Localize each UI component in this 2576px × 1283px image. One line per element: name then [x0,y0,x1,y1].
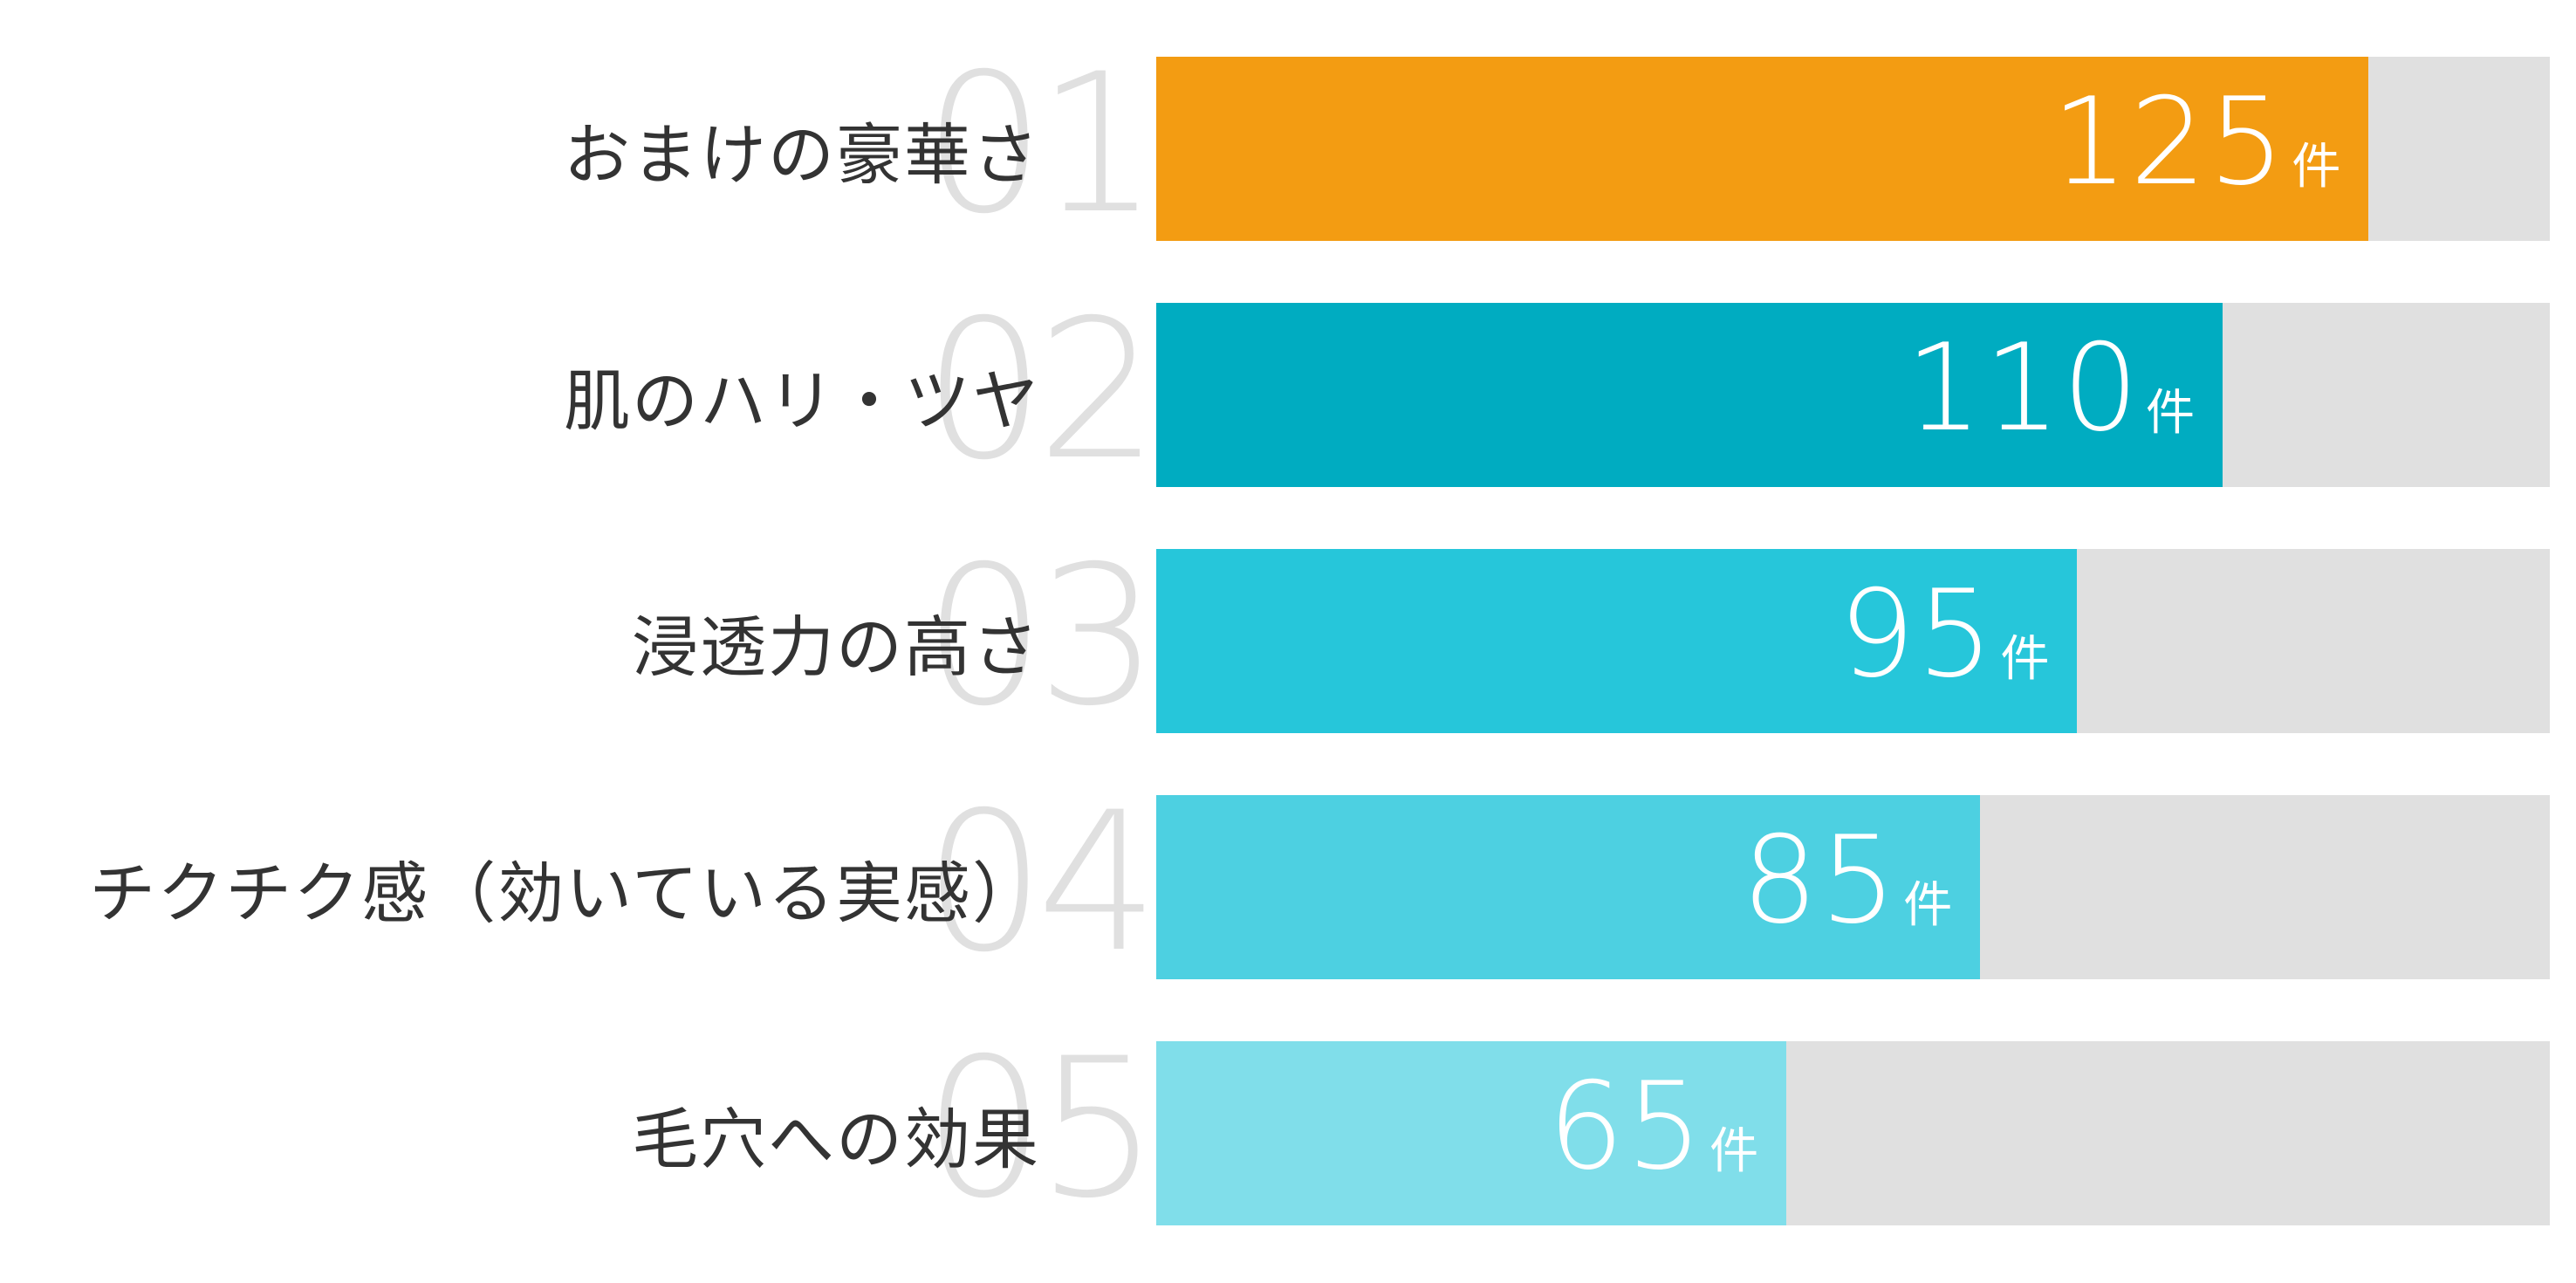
value-number: 110 [1905,318,2141,458]
value-label: 85 件 [1742,820,1953,941]
bar: 110 件 [1156,303,2223,487]
chart-row-3: 03 浸透力の高さ 95 件 [0,525,2576,748]
value-unit: 件 [1903,877,1953,934]
chart-row-2: 02 肌のハリ・ツヤ 110 件 [0,278,2576,502]
value-label: 110 件 [1906,328,2195,449]
category-label: 肌のハリ・ツヤ [564,361,1040,440]
rank-number: 03 [923,525,1159,748]
bar: 95 件 [1156,549,2078,733]
rank-number: 05 [923,1017,1159,1240]
value-unit: 件 [2146,385,2196,442]
chart-row-4: 04 チクチク感（効いている実感） 85 件 [0,771,2576,994]
value-unit: 件 [2000,631,2050,688]
category-label: 毛穴への効果 [632,1100,1040,1178]
value-unit: 件 [1709,1123,1759,1180]
value-number: 85 [1741,810,1899,950]
rank-number: 01 [923,32,1159,256]
value-label: 65 件 [1548,1067,1759,1187]
value-number: 65 [1547,1056,1705,1197]
category-label: チクチク感（効いている実感） [89,854,1040,932]
chart-row-5: 05 毛穴への効果 65 件 [0,1017,2576,1240]
rank-number: 02 [923,278,1159,502]
bar-track: 85 件 [1156,795,2550,979]
value-number: 95 [1838,564,1996,704]
value-number: 125 [2051,72,2287,212]
value-label: 125 件 [2052,82,2340,202]
bar-track: 65 件 [1156,1041,2550,1225]
category-label: おまけの豪華さ [564,115,1040,194]
value-unit: 件 [2292,139,2341,196]
category-label: 浸透力の高さ [632,607,1040,686]
bar-track: 125 件 [1156,57,2550,241]
value-label: 95 件 [1839,574,2050,695]
bar: 125 件 [1156,57,2369,241]
rank-number: 04 [923,771,1159,994]
bar-track: 110 件 [1156,303,2550,487]
chart-row-1: 01 おまけの豪華さ 125 件 [0,32,2576,256]
bar: 65 件 [1156,1041,1787,1225]
bar: 85 件 [1156,795,1981,979]
bar-track: 95 件 [1156,549,2550,733]
